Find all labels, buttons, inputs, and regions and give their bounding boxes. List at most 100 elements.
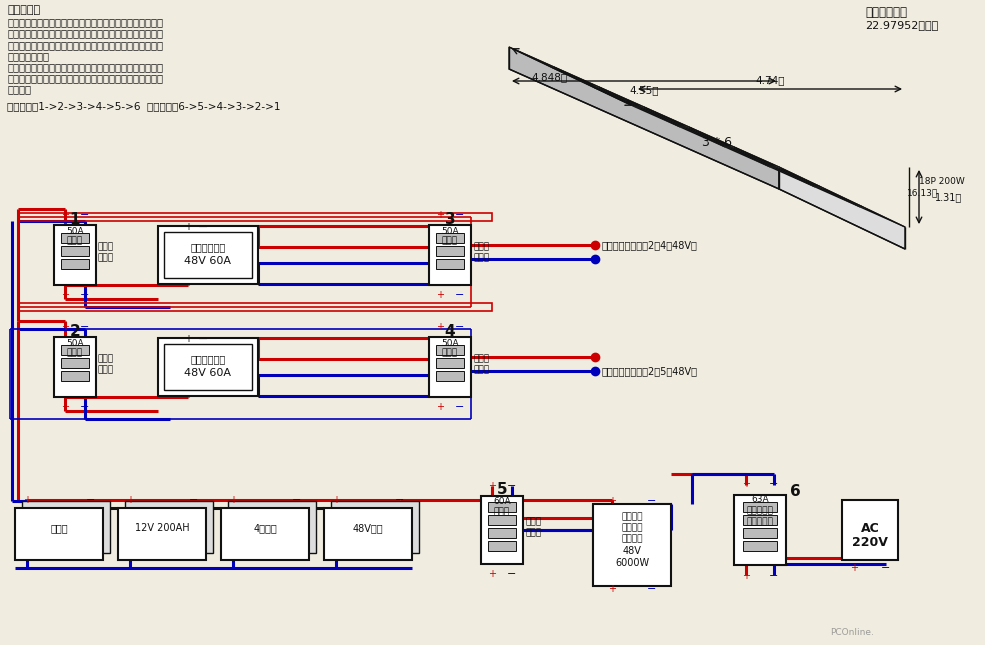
Text: −: − — [769, 479, 779, 489]
Text: +: + — [332, 495, 340, 505]
Text: 双出）: 双出） — [473, 366, 490, 375]
Text: 4个串联: 4个串联 — [253, 523, 277, 533]
Bar — [429, 337, 471, 397]
Text: +: + — [61, 402, 69, 412]
Bar — [429, 225, 471, 285]
Bar — [488, 528, 516, 538]
Text: 变器（市: 变器（市 — [622, 524, 643, 533]
Text: 50A: 50A — [66, 339, 84, 348]
Text: −: − — [507, 569, 517, 579]
Text: 48V 60A: 48V 60A — [184, 368, 231, 378]
Text: 60A: 60A — [493, 497, 511, 506]
Text: −: − — [81, 402, 90, 412]
Text: 3 * 6: 3 * 6 — [701, 135, 732, 148]
Bar — [61, 246, 89, 256]
Text: 5: 5 — [496, 482, 507, 497]
Bar — [164, 344, 252, 390]
Text: （双进: （双进 — [473, 355, 490, 364]
Text: 太阳能电池组: 太阳能电池组 — [865, 6, 907, 19]
Text: 4.55米: 4.55米 — [629, 85, 659, 95]
Polygon shape — [731, 147, 818, 187]
Bar — [331, 501, 419, 553]
Text: 太阳能逆: 太阳能逆 — [622, 513, 643, 522]
Polygon shape — [641, 107, 728, 147]
Text: 48V 60A: 48V 60A — [184, 256, 231, 266]
Polygon shape — [686, 127, 773, 167]
Polygon shape — [683, 127, 770, 167]
Bar — [436, 233, 464, 243]
Text: 4.848米: 4.848米 — [532, 72, 568, 82]
Bar — [61, 358, 89, 368]
Text: +: + — [850, 563, 858, 573]
Text: +: + — [61, 290, 69, 300]
Bar — [158, 338, 258, 396]
Text: 50A: 50A — [441, 226, 459, 235]
Text: +: + — [436, 402, 444, 412]
Text: （双进: （双进 — [98, 243, 114, 252]
Bar — [125, 501, 213, 553]
Polygon shape — [773, 167, 860, 207]
Bar — [488, 541, 516, 551]
Text: 太阳能输出二组（2串5并48V）: 太阳能输出二组（2串5并48V） — [602, 366, 698, 376]
Bar — [593, 504, 671, 586]
Text: 电互补）: 电互补） — [622, 535, 643, 544]
Bar — [324, 508, 412, 560]
Polygon shape — [644, 107, 731, 147]
Text: −: − — [395, 495, 405, 505]
Bar — [164, 232, 252, 278]
Bar — [842, 500, 898, 560]
Bar — [436, 371, 464, 381]
Bar — [22, 501, 110, 553]
Bar — [61, 345, 89, 355]
Polygon shape — [554, 67, 641, 107]
Text: 双出）: 双出） — [98, 253, 114, 263]
Text: 双出）: 双出） — [98, 366, 114, 375]
Text: 16.13度: 16.13度 — [907, 188, 939, 197]
Text: 太阳能控制器: 太阳能控制器 — [190, 242, 226, 252]
Text: 6000W: 6000W — [615, 558, 649, 568]
Text: 1.31米: 1.31米 — [935, 192, 962, 202]
Bar — [743, 502, 777, 512]
Text: （三）如果负载为直流负载，可以直接接在控制器负载端，: （三）如果负载为直流负载，可以直接接在控制器负载端， — [7, 62, 163, 72]
Text: 漏电保护）: 漏电保护） — [747, 517, 773, 526]
Text: −: − — [198, 221, 208, 233]
Bar — [488, 515, 516, 525]
Text: 220V: 220V — [852, 535, 887, 548]
Polygon shape — [638, 107, 725, 147]
Polygon shape — [593, 87, 680, 127]
Text: PCOnline.: PCOnline. — [830, 628, 874, 637]
Bar — [61, 233, 89, 243]
Text: 4.74米: 4.74米 — [755, 75, 785, 85]
Text: 18P 200W: 18P 200W — [919, 177, 964, 186]
Text: +: + — [488, 481, 496, 491]
Text: +: + — [436, 290, 444, 300]
Polygon shape — [734, 147, 821, 187]
Text: +: + — [608, 496, 616, 506]
Text: −: − — [293, 495, 301, 505]
Text: +: + — [742, 479, 750, 489]
Text: −: − — [87, 495, 96, 505]
Text: 太阳能控制器: 太阳能控制器 — [190, 354, 226, 364]
Polygon shape — [728, 147, 815, 187]
Bar — [436, 246, 464, 256]
Polygon shape — [779, 167, 905, 249]
Text: 6: 6 — [790, 484, 801, 499]
Text: 电池组: 电池组 — [50, 523, 68, 533]
Bar — [221, 508, 309, 560]
Text: −: − — [647, 496, 657, 506]
Text: 断路器: 断路器 — [442, 348, 458, 357]
Text: AC: AC — [861, 522, 880, 535]
Text: +: + — [742, 571, 750, 581]
Text: 而逆变器、电机类负载切勿接在负载端，应接在蓄电池的正: 而逆变器、电机类负载切勿接在负载端，应接在蓄电池的正 — [7, 73, 163, 83]
Bar — [743, 515, 777, 525]
Text: +: + — [126, 495, 134, 505]
Bar — [481, 496, 523, 564]
Text: （双进: （双进 — [525, 517, 541, 526]
Polygon shape — [599, 87, 686, 127]
Polygon shape — [818, 187, 905, 227]
Text: −: − — [198, 333, 208, 346]
Text: 48V系统: 48V系统 — [353, 523, 383, 533]
Text: +: + — [488, 569, 496, 579]
Text: 12V 200AH: 12V 200AH — [135, 523, 189, 533]
Polygon shape — [509, 47, 596, 87]
